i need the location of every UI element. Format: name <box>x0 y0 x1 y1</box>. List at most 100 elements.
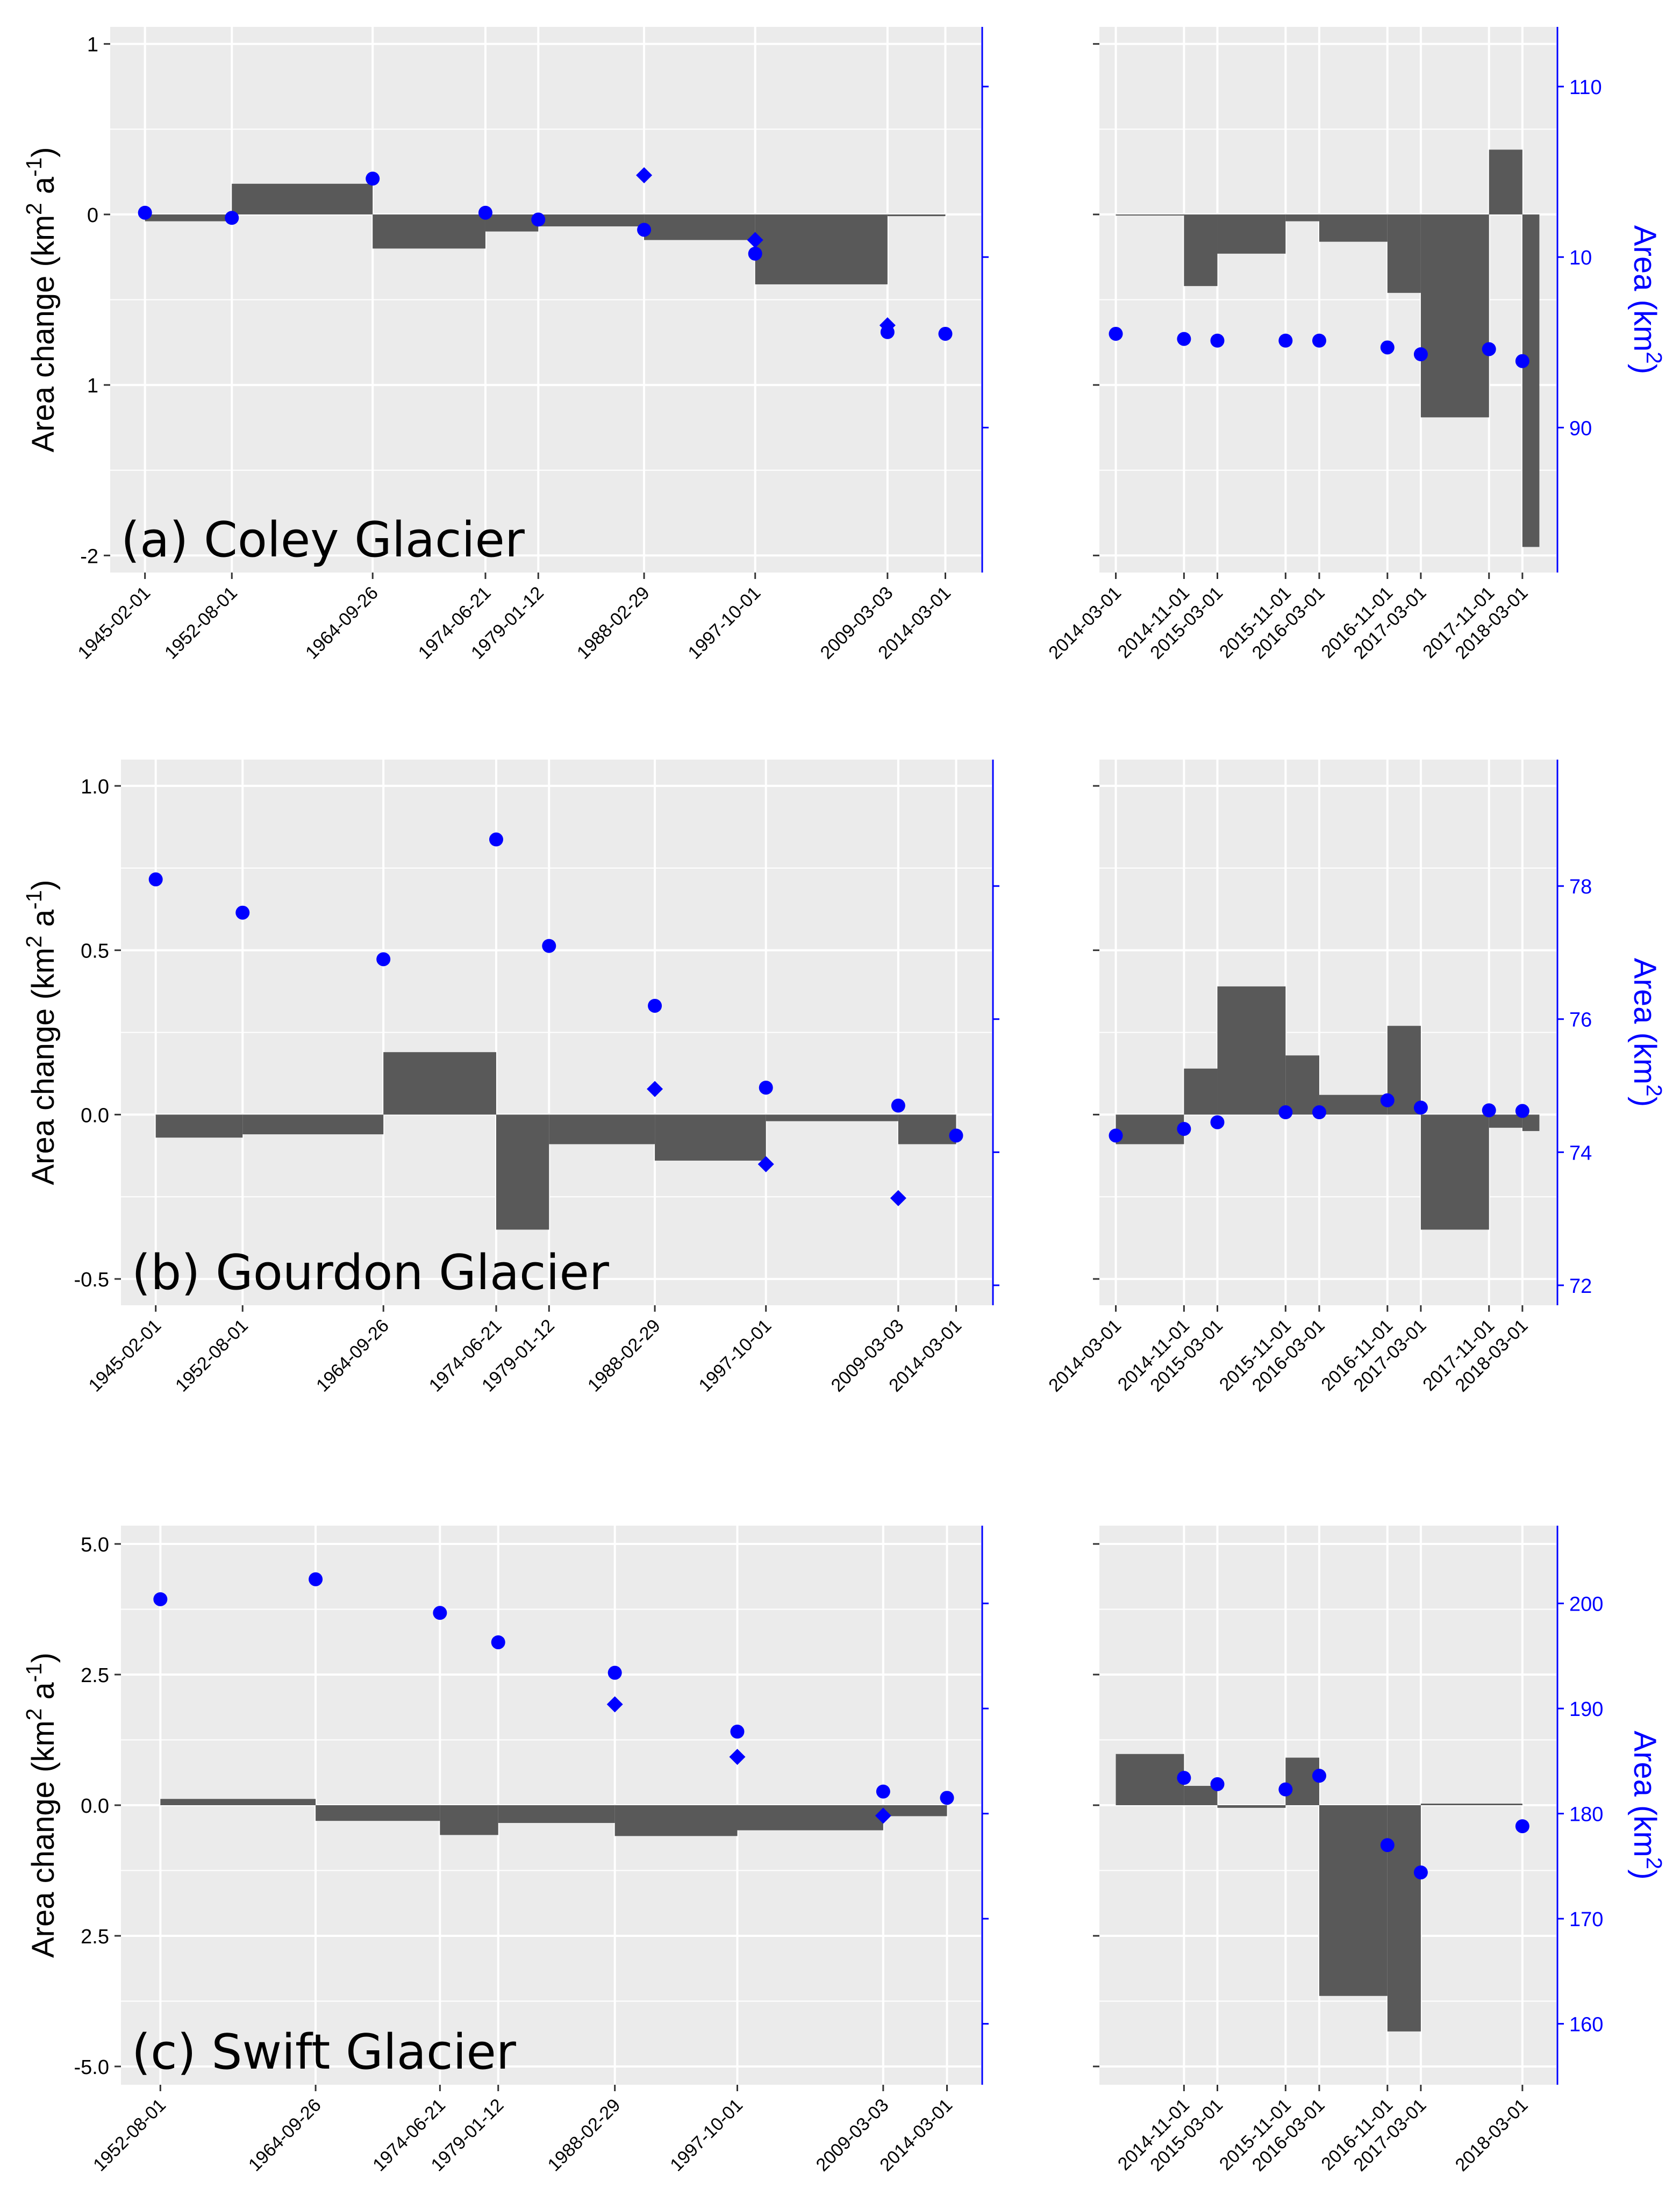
y-tick-label: 2.5 <box>81 1664 109 1687</box>
bar <box>655 1114 766 1161</box>
area-tick-label: 10 <box>1569 247 1592 269</box>
area-axis-title: Area (km2) <box>1627 1730 1667 1879</box>
x-tick-label: 2018-03-01 <box>1452 2095 1532 2176</box>
area-point <box>730 1725 745 1739</box>
y-tick-label: 0.5 <box>81 940 109 963</box>
area-point <box>1210 333 1225 348</box>
area-point <box>940 1791 954 1805</box>
x-tick-label: 1964-09-26 <box>245 2095 325 2176</box>
area-point <box>376 952 391 967</box>
bar <box>1285 214 1319 221</box>
y-tick-label: 2.5 <box>81 1926 109 1948</box>
y-tick-label: 5.0 <box>81 1534 109 1556</box>
bar <box>1116 1754 1184 1805</box>
area-point-diamond <box>606 1696 623 1713</box>
area-point <box>1312 1769 1326 1783</box>
panel-a-right: 90101102014-03-012014-11-012015-03-01201… <box>1045 27 1667 663</box>
y-tick-label: -2 <box>80 545 98 568</box>
area-point <box>1312 333 1326 348</box>
x-tick-label: 1945-02-01 <box>74 583 154 663</box>
area-point <box>1177 332 1191 346</box>
area-point-diamond <box>747 232 763 248</box>
bar <box>1420 1804 1522 1805</box>
area-point <box>876 1784 890 1799</box>
bar <box>1217 1805 1286 1808</box>
bar <box>1184 1068 1218 1115</box>
y-tick-label: 0.0 <box>81 1795 109 1818</box>
x-tick-label: 1988-02-29 <box>544 2095 624 2176</box>
bar <box>737 1805 883 1830</box>
bar <box>232 183 373 214</box>
area-point <box>1413 1865 1428 1880</box>
bar <box>887 214 946 217</box>
area-tick-label: 160 <box>1569 2014 1603 2036</box>
panel-title: (b) Gourdon Glacier <box>132 1245 609 1301</box>
area-point <box>433 1606 447 1620</box>
panel-title: (a) Coley Glacier <box>121 512 525 568</box>
panel-b-right: 727476782014-03-012014-11-012015-03-0120… <box>1045 760 1667 1396</box>
area-point <box>1278 333 1293 348</box>
bar <box>316 1805 440 1821</box>
bar <box>485 214 539 232</box>
area-point <box>1278 1105 1293 1120</box>
x-tick-label: 2014-03-01 <box>1045 583 1125 663</box>
bar <box>1184 214 1218 287</box>
x-tick-label: 1997-10-01 <box>666 2095 747 2176</box>
area-point <box>1380 1093 1395 1107</box>
y-tick-label: 0 <box>87 204 98 227</box>
bar <box>1489 1114 1522 1128</box>
bar <box>1285 1757 1319 1805</box>
bar <box>1319 1805 1388 1996</box>
area-point <box>1515 1104 1529 1118</box>
area-point <box>1177 1771 1191 1785</box>
y-axis-title: Area change (km2 a-1) <box>22 1653 61 1958</box>
area-tick-label: 110 <box>1569 76 1602 99</box>
x-tick-label: 1988-02-29 <box>584 1315 664 1396</box>
y-axis-title: Area change (km2 a-1) <box>22 147 61 452</box>
bar <box>440 1805 498 1835</box>
bar <box>1387 1805 1421 2032</box>
bar <box>1420 1114 1489 1230</box>
area-point <box>1278 1782 1293 1797</box>
x-tick-label: 1952-08-01 <box>89 2095 170 2176</box>
bar <box>160 1799 316 1805</box>
area-point <box>235 905 250 920</box>
y-tick-label: 0.0 <box>81 1104 109 1127</box>
area-point-diamond <box>636 167 653 183</box>
area-tick-label: 72 <box>1569 1275 1592 1298</box>
area-point <box>225 211 239 225</box>
area-point <box>891 1098 905 1113</box>
bar <box>549 1114 655 1145</box>
area-point-diamond <box>757 1156 774 1172</box>
bar <box>614 1805 738 1836</box>
area-axis-title: Area (km2) <box>1627 225 1667 374</box>
area-point <box>489 832 503 847</box>
area-point <box>1413 1100 1428 1115</box>
area-point <box>1109 326 1123 341</box>
bar <box>1420 214 1489 418</box>
x-tick-label: 1952-08-01 <box>171 1315 252 1396</box>
bar <box>883 1805 947 1816</box>
area-point <box>1515 1819 1529 1834</box>
area-point <box>148 872 163 886</box>
area-point <box>478 205 492 220</box>
area-point <box>1413 347 1428 361</box>
bar <box>1217 986 1286 1115</box>
area-tick-label: 170 <box>1569 1908 1603 1931</box>
bar <box>1116 214 1184 216</box>
area-point-diamond <box>875 1807 891 1824</box>
area-point <box>748 246 762 261</box>
bar <box>1217 214 1286 254</box>
area-point <box>759 1081 773 1095</box>
bar <box>145 214 232 221</box>
bar <box>898 1114 956 1145</box>
panel-c-right: 1601701801902002014-11-012015-03-012015-… <box>1093 1526 1667 2176</box>
x-tick-label: 2014-03-01 <box>1045 1315 1125 1396</box>
area-point <box>1482 1103 1496 1118</box>
x-tick-label: 1988-02-29 <box>573 583 654 663</box>
area-tick-label: 180 <box>1569 1804 1603 1826</box>
area-axis-title: Area (km2) <box>1627 958 1667 1107</box>
bar <box>1319 1095 1388 1115</box>
